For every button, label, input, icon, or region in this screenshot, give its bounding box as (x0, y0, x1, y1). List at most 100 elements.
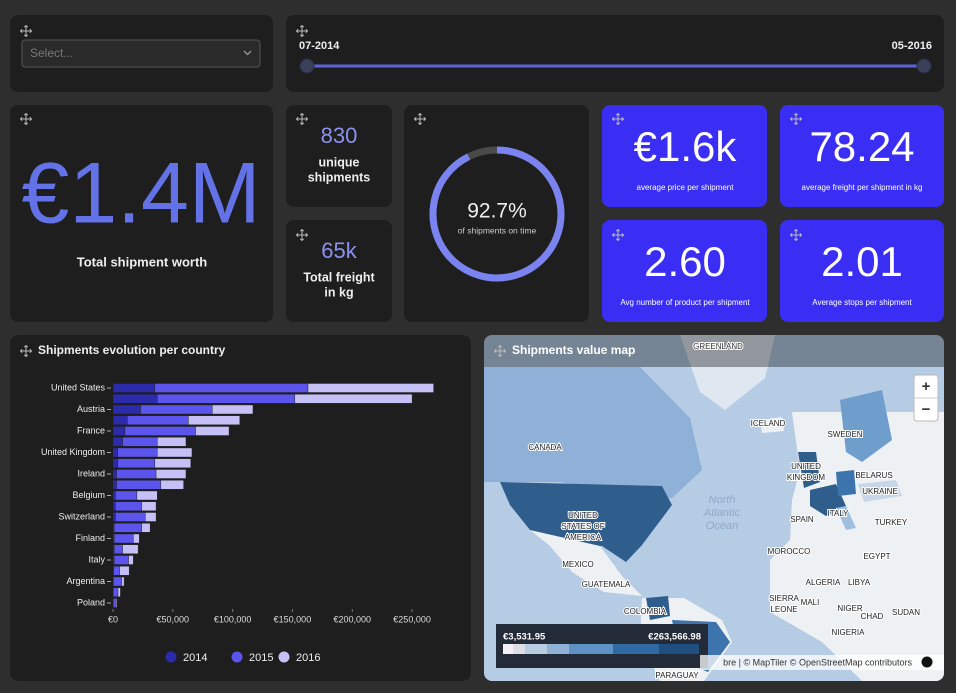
map-label: SUDAN (892, 608, 920, 617)
x-tick-label: €200,000 (333, 614, 371, 624)
gauge-value: 92.7% (467, 200, 527, 223)
kpi-value: €1.6k (634, 123, 738, 170)
select-placeholder[interactable]: Select... (30, 46, 73, 60)
slider-handle-end[interactable] (916, 58, 932, 74)
bar-segment (155, 469, 187, 479)
ramp-step (503, 644, 513, 654)
map-label: SWEDEN (827, 430, 862, 439)
worth-card (10, 105, 273, 322)
kpi-value: 2.60 (644, 238, 726, 285)
x-tick-label: €100,000 (214, 614, 252, 624)
map-label: UNITED (791, 462, 821, 471)
bar-segment (112, 426, 126, 436)
date-end: 05-2016 (892, 40, 932, 52)
worth-label: Total shipment worth (77, 254, 208, 269)
bar-segment (117, 587, 121, 597)
legend-ramp (503, 644, 699, 654)
legend-max: €263,566.98 (648, 632, 701, 643)
ramp-step (525, 644, 547, 654)
x-tick-label: €250,000 (393, 614, 431, 624)
bar-segment (112, 415, 128, 425)
kpi-label: average price per shipment (637, 183, 735, 192)
map-label: NIGER (837, 604, 863, 613)
map-label: ALGERIA (806, 578, 841, 587)
bar-segment (140, 404, 213, 415)
select-caret[interactable] (243, 50, 252, 56)
bar-segment (157, 447, 193, 458)
bar-segment (115, 512, 146, 522)
y-tick-label: Switzerland (58, 511, 105, 521)
chart-title: Shipments evolution per country (38, 343, 226, 357)
bar-segment (124, 426, 196, 436)
bar-segment (112, 512, 116, 522)
map-label: CHAD (861, 612, 884, 621)
bar-segment (307, 383, 434, 393)
bar-segment (115, 501, 142, 511)
y-tick-label: United States (51, 382, 106, 392)
map (484, 335, 944, 681)
zoom-out[interactable]: − (922, 401, 931, 418)
ocean-label: North (709, 494, 736, 506)
gauge-card (404, 105, 589, 322)
unique-value: 830 (321, 123, 358, 148)
kpi-label: average freight per shipment in kg (802, 183, 923, 192)
bar-segment (112, 437, 123, 447)
bar-segment (116, 480, 162, 490)
map-label: SIERRA (769, 594, 799, 603)
y-tick-label: Italy (88, 554, 105, 564)
map-label: COLOMBIA (624, 607, 667, 616)
bar-segment (113, 566, 120, 576)
bar-segment (160, 480, 184, 490)
slider-handle-start[interactable] (299, 58, 315, 74)
y-tick-label: Argentina (66, 576, 105, 586)
map-label: MOROCCO (768, 547, 811, 556)
bar-segment (212, 404, 254, 415)
bar-segment (113, 523, 142, 533)
bar-segment (157, 394, 296, 404)
zoom-in[interactable]: + (922, 378, 931, 395)
y-tick-label: Austria (77, 404, 105, 414)
info-button[interactable] (921, 656, 933, 668)
gauge-label: of shipments on time (458, 225, 537, 235)
usa (500, 482, 672, 562)
bar-segment (113, 576, 122, 587)
y-tick-label: Ireland (77, 468, 105, 478)
map-label: BELARUS (855, 471, 892, 480)
freight-value: 65k (321, 238, 357, 263)
ocean-label: Atlantic (703, 507, 741, 519)
venezuela (646, 596, 670, 620)
scandinavia (840, 390, 892, 462)
germany (836, 470, 856, 496)
map-label: PARAGUAY (655, 671, 699, 680)
bar-segment (154, 383, 309, 393)
bar-segment (112, 598, 116, 608)
map-label: MALI (801, 598, 820, 607)
legend-swatch (165, 651, 177, 663)
legend-label: 2014 (183, 652, 207, 664)
map-label: NIGERIA (832, 628, 866, 637)
bar-segment (112, 394, 158, 404)
freight-label: Total freight (303, 270, 375, 284)
ukraine (858, 480, 902, 502)
legend-label: 2016 (296, 652, 320, 664)
map-label: ITALY (827, 509, 849, 518)
map-labels: GREENLAND CANADA ICELAND SWEDEN UNITED KINGDO… (527, 341, 921, 681)
canada (484, 367, 702, 498)
bar-segment (294, 394, 413, 404)
bar-segment (128, 555, 134, 565)
unique-label: unique (319, 155, 360, 169)
legend-swatch (278, 651, 290, 663)
freight-card (286, 220, 392, 322)
uk (798, 452, 820, 488)
bar-segment (188, 415, 241, 425)
kpi-label: Avg number of product per shipment (620, 298, 750, 307)
x-tick-label: €0 (108, 614, 118, 624)
map-label: AMERICA (565, 533, 602, 542)
bar-segment (154, 458, 191, 468)
bar-segment (116, 469, 157, 479)
select-box[interactable] (21, 39, 261, 68)
worth-value: €1.4M (21, 146, 260, 242)
ramp-step (513, 644, 525, 654)
bar-segment (112, 469, 117, 479)
